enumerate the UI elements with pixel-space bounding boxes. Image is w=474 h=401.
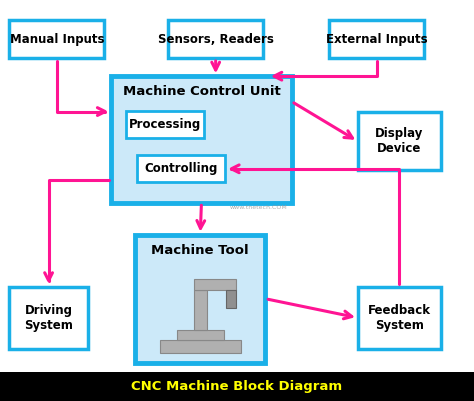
Text: Machine Tool: Machine Tool	[152, 244, 249, 257]
FancyBboxPatch shape	[137, 155, 225, 182]
FancyBboxPatch shape	[9, 287, 88, 349]
Bar	[226, 290, 236, 308]
FancyBboxPatch shape	[358, 287, 441, 349]
Text: Manual Inputs: Manual Inputs	[9, 32, 104, 46]
FancyBboxPatch shape	[329, 20, 424, 58]
FancyBboxPatch shape	[111, 76, 292, 203]
Text: CNC Machine Block Diagram: CNC Machine Block Diagram	[131, 380, 343, 393]
FancyBboxPatch shape	[135, 235, 265, 363]
FancyBboxPatch shape	[358, 112, 441, 170]
Text: Controlling: Controlling	[145, 162, 218, 175]
Bar	[0, 372, 474, 401]
Bar	[160, 340, 240, 353]
Bar	[193, 290, 207, 330]
Text: www.thetech.COM: www.thetech.COM	[229, 205, 287, 210]
FancyBboxPatch shape	[126, 111, 204, 138]
FancyBboxPatch shape	[9, 20, 104, 58]
Text: External Inputs: External Inputs	[326, 32, 428, 46]
Text: Machine Control Unit: Machine Control Unit	[123, 85, 280, 98]
Bar	[176, 330, 224, 340]
Text: Driving
System: Driving System	[24, 304, 73, 332]
Text: Display
Device: Display Device	[375, 128, 424, 155]
Bar	[193, 279, 236, 290]
Text: Feedback
System: Feedback System	[368, 304, 431, 332]
Text: Processing: Processing	[128, 118, 201, 131]
FancyBboxPatch shape	[168, 20, 263, 58]
Text: Sensors, Readers: Sensors, Readers	[158, 32, 273, 46]
